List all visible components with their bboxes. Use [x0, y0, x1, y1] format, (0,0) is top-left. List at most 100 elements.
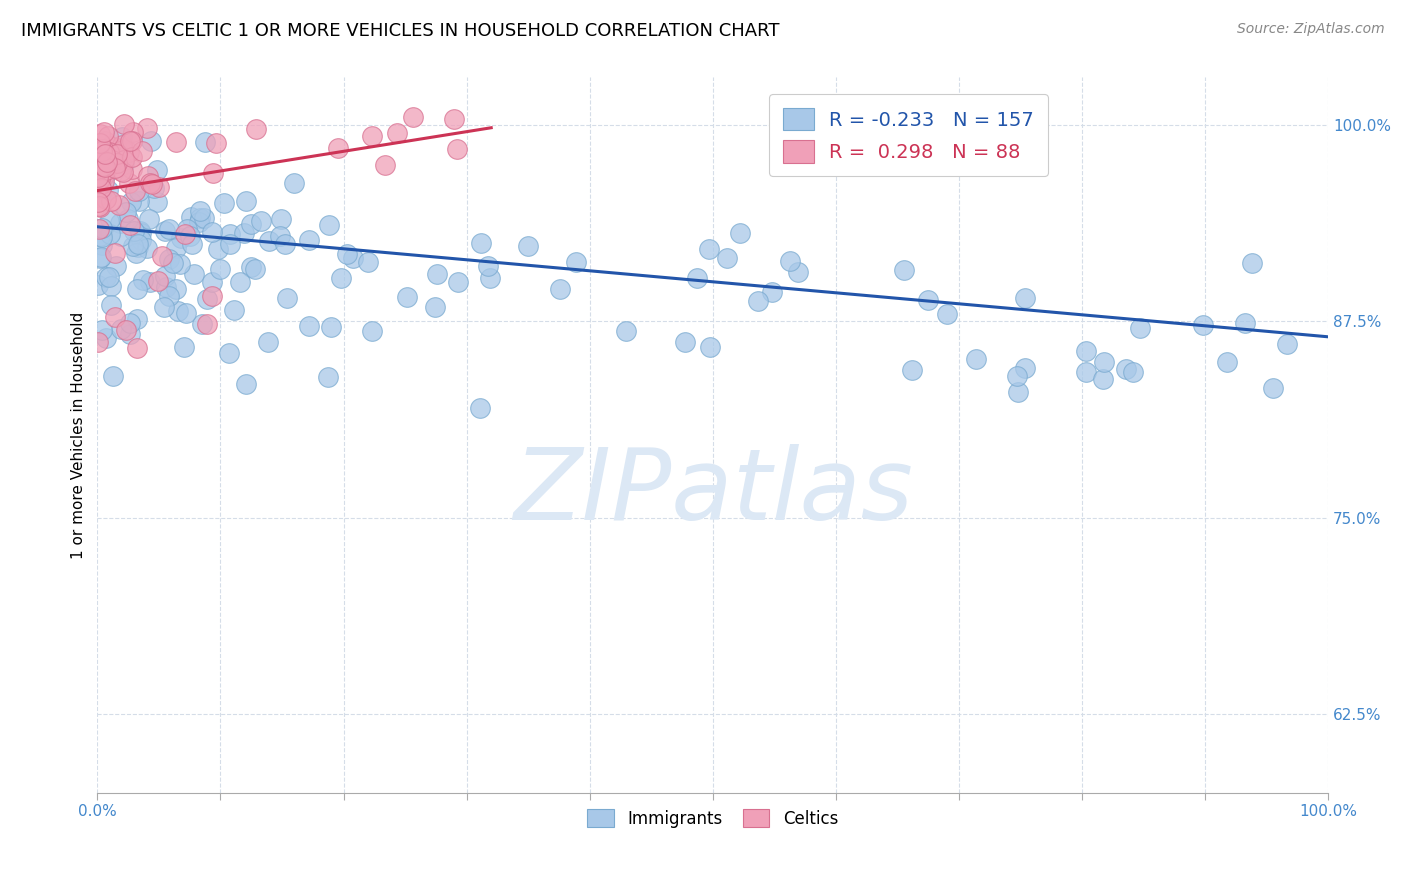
Point: [1005, 368, 1028, 383]
Point: [90, 221, 112, 235]
Point: [190, 211, 212, 225]
Point: [565, 254, 588, 268]
Point: [208, 261, 231, 276]
Point: [318, 370, 340, 384]
Point: [153, 224, 176, 238]
Point: [89, 171, 111, 186]
Point: [385, 126, 408, 140]
Point: [124, 184, 146, 198]
Point: [98, 155, 121, 169]
Point: [686, 271, 709, 285]
Point: [936, 307, 959, 321]
Point: [98, 139, 121, 153]
Point: [93, 170, 115, 185]
Point: [297, 233, 319, 247]
Point: [129, 233, 152, 247]
Point: [245, 122, 267, 136]
Point: [108, 216, 131, 230]
Point: [193, 136, 215, 150]
Point: [219, 237, 242, 252]
Point: [1233, 316, 1256, 330]
Point: [153, 300, 176, 314]
Point: [201, 225, 224, 239]
Point: [157, 222, 180, 236]
Point: [207, 242, 229, 256]
Point: [193, 211, 215, 226]
Point: [728, 226, 751, 240]
Point: [155, 280, 177, 294]
Point: [319, 320, 342, 334]
Point: [101, 153, 124, 167]
Point: [135, 241, 157, 255]
Point: [1129, 321, 1152, 335]
Text: IMMIGRANTS VS CELTIC 1 OR MORE VEHICLES IN HOUSEHOLD CORRELATION CHART: IMMIGRANTS VS CELTIC 1 OR MORE VEHICLES …: [21, 22, 779, 40]
Point: [202, 166, 225, 180]
Point: [111, 143, 134, 157]
Point: [89, 229, 111, 244]
Point: [89, 136, 111, 150]
Point: [357, 255, 380, 269]
Point: [94, 162, 117, 177]
Point: [121, 239, 143, 253]
Point: [112, 165, 135, 179]
Point: [179, 229, 201, 244]
Point: [120, 218, 142, 232]
Point: [269, 229, 291, 244]
Point: [673, 334, 696, 349]
Point: [146, 194, 169, 209]
Point: [94, 331, 117, 345]
Point: [176, 222, 198, 236]
Point: [136, 169, 159, 183]
Point: [250, 214, 273, 228]
Point: [114, 205, 136, 219]
Point: [187, 215, 209, 229]
Point: [131, 273, 153, 287]
Point: [121, 150, 143, 164]
Point: [96, 192, 118, 206]
Point: [1261, 380, 1284, 394]
Point: [127, 237, 149, 252]
Point: [170, 231, 193, 245]
Point: [779, 254, 801, 268]
Text: ZIPatlas: ZIPatlas: [513, 443, 912, 541]
Point: [125, 342, 148, 356]
Point: [1241, 256, 1264, 270]
Point: [153, 269, 176, 284]
Point: [270, 212, 292, 227]
Point: [93, 125, 115, 139]
Point: [118, 317, 141, 331]
Point: [1014, 360, 1036, 375]
Point: [121, 134, 143, 148]
Point: [110, 164, 132, 178]
Point: [98, 159, 121, 173]
Point: [786, 265, 808, 279]
Point: [90, 250, 112, 264]
Point: [165, 283, 187, 297]
Point: [259, 234, 281, 248]
Point: [139, 135, 162, 149]
Point: [173, 227, 195, 241]
Point: [112, 117, 135, 131]
Point: [100, 194, 122, 208]
Point: [447, 275, 470, 289]
Point: [94, 134, 117, 148]
Point: [1115, 362, 1137, 376]
Point: [166, 241, 188, 255]
Point: [188, 203, 211, 218]
Point: [136, 121, 159, 136]
Point: [276, 291, 298, 305]
Point: [893, 262, 915, 277]
Point: [235, 194, 257, 208]
Text: Source: ZipAtlas.com: Source: ZipAtlas.com: [1237, 22, 1385, 37]
Point: [104, 259, 127, 273]
Point: [100, 298, 122, 312]
Point: [87, 158, 110, 172]
Point: [100, 156, 122, 170]
Legend: Immigrants, Celtics: Immigrants, Celtics: [581, 803, 845, 834]
Point: [110, 147, 132, 161]
Point: [86, 182, 108, 196]
Point: [87, 170, 110, 185]
Point: [112, 157, 135, 171]
Point: [91, 142, 114, 156]
Point: [219, 227, 242, 241]
